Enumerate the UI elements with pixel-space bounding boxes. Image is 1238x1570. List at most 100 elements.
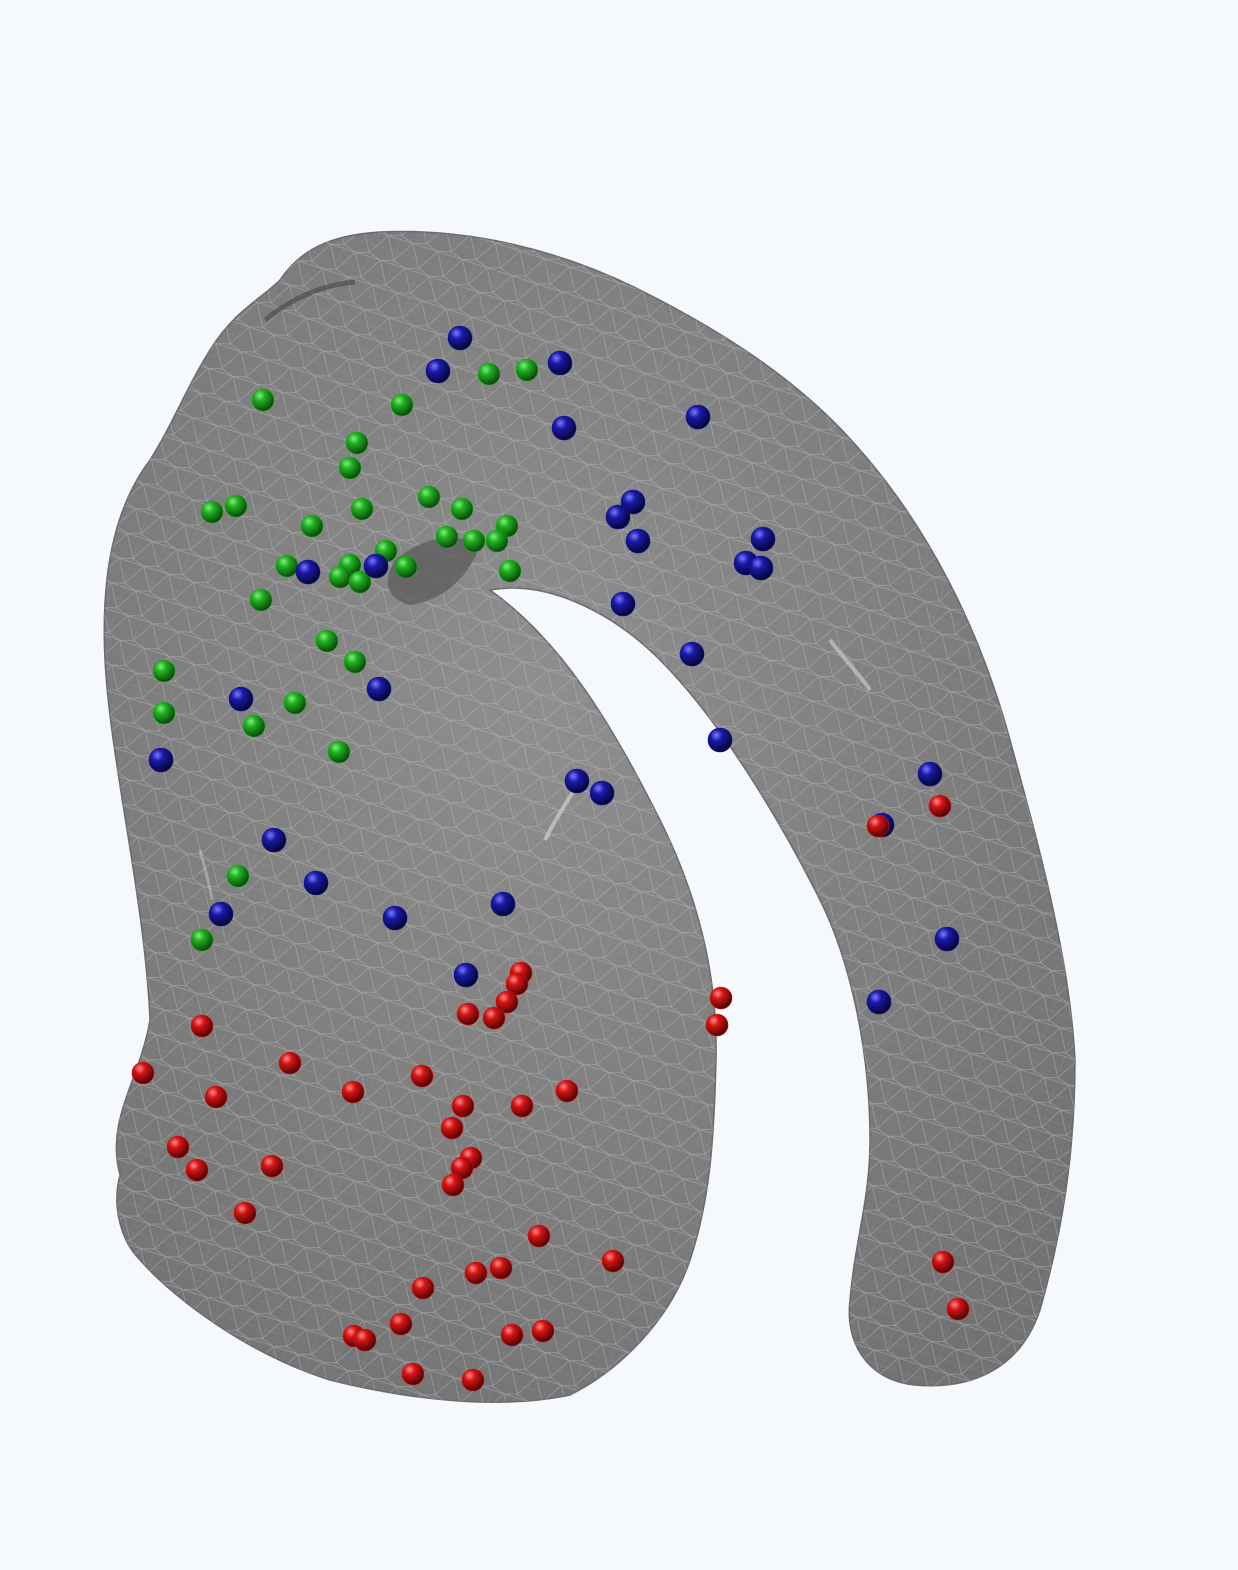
blue-marker	[425, 358, 451, 384]
red-marker	[555, 1079, 579, 1103]
blue-marker	[490, 891, 516, 917]
blue-marker	[551, 415, 577, 441]
red-marker	[440, 1116, 464, 1140]
red-marker	[204, 1085, 228, 1109]
red-marker	[456, 1002, 480, 1026]
red-marker	[451, 1094, 475, 1118]
blue-marker	[917, 761, 943, 787]
red-marker	[233, 1201, 257, 1225]
blue-marker	[547, 350, 573, 376]
blue-marker	[363, 553, 389, 579]
green-marker	[435, 525, 459, 549]
green-marker	[249, 588, 273, 612]
red-marker	[410, 1064, 434, 1088]
blue-marker	[748, 555, 774, 581]
green-marker	[417, 485, 441, 509]
green-marker	[251, 388, 275, 412]
blue-marker	[564, 768, 590, 794]
blue-marker	[228, 686, 254, 712]
blue-marker	[866, 989, 892, 1015]
red-marker	[166, 1135, 190, 1159]
green-marker	[152, 659, 176, 683]
green-marker	[242, 714, 266, 738]
red-marker	[401, 1362, 425, 1386]
green-marker	[300, 514, 324, 538]
red-marker	[946, 1297, 970, 1321]
green-marker	[343, 650, 367, 674]
green-marker	[462, 529, 486, 553]
red-marker	[709, 986, 733, 1010]
red-marker	[131, 1061, 155, 1085]
red-marker	[601, 1249, 625, 1273]
blue-marker	[625, 528, 651, 554]
green-marker	[190, 928, 214, 952]
blue-marker	[934, 926, 960, 952]
red-marker	[500, 1323, 524, 1347]
green-marker	[498, 559, 522, 583]
red-marker	[495, 990, 519, 1014]
green-marker	[515, 358, 539, 382]
green-marker	[350, 497, 374, 521]
blue-marker	[605, 504, 631, 530]
green-marker	[450, 497, 474, 521]
red-marker	[278, 1051, 302, 1075]
blue-marker	[208, 901, 234, 927]
organ-mesh	[103, 230, 1076, 1403]
green-marker	[200, 500, 224, 524]
green-marker	[224, 494, 248, 518]
green-marker	[390, 393, 414, 417]
green-marker	[485, 529, 509, 553]
red-marker	[705, 1013, 729, 1037]
red-marker	[531, 1319, 555, 1343]
mesh-fold-shadow	[387, 537, 480, 605]
green-marker	[327, 740, 351, 764]
blue-marker	[679, 641, 705, 667]
blue-marker	[685, 404, 711, 430]
green-marker	[152, 701, 176, 725]
red-marker	[190, 1014, 214, 1038]
red-marker	[464, 1261, 488, 1285]
green-marker	[394, 555, 418, 579]
red-marker	[931, 1250, 955, 1274]
red-marker	[341, 1080, 365, 1104]
red-marker	[441, 1173, 465, 1197]
red-marker	[505, 972, 529, 996]
red-marker	[389, 1312, 413, 1336]
green-marker	[315, 629, 339, 653]
green-marker	[348, 570, 372, 594]
red-marker	[353, 1328, 377, 1352]
blue-marker	[453, 962, 479, 988]
blue-marker	[382, 905, 408, 931]
blue-marker	[148, 747, 174, 773]
red-marker	[510, 1094, 534, 1118]
red-marker	[461, 1368, 485, 1392]
green-marker	[328, 565, 352, 589]
blue-marker	[366, 676, 392, 702]
red-marker	[185, 1158, 209, 1182]
blue-marker	[707, 727, 733, 753]
red-marker	[482, 1006, 506, 1030]
blue-marker	[447, 325, 473, 351]
blue-marker	[295, 559, 321, 585]
red-marker	[411, 1276, 435, 1300]
blue-marker	[610, 591, 636, 617]
blue-marker	[261, 827, 287, 853]
red-marker	[928, 794, 952, 818]
green-marker	[226, 864, 250, 888]
mesh-top-crease	[263, 279, 356, 322]
blue-marker	[589, 780, 615, 806]
red-marker	[866, 814, 890, 838]
green-marker	[345, 431, 369, 455]
blue-marker	[303, 870, 329, 896]
green-marker	[477, 362, 501, 386]
green-marker	[338, 456, 362, 480]
green-marker	[275, 554, 299, 578]
blue-marker	[750, 526, 776, 552]
marker-layer	[131, 325, 970, 1392]
red-marker	[260, 1154, 284, 1178]
green-marker	[283, 691, 307, 715]
red-marker	[527, 1224, 551, 1248]
blue-marker	[620, 489, 646, 515]
red-marker	[489, 1256, 513, 1280]
